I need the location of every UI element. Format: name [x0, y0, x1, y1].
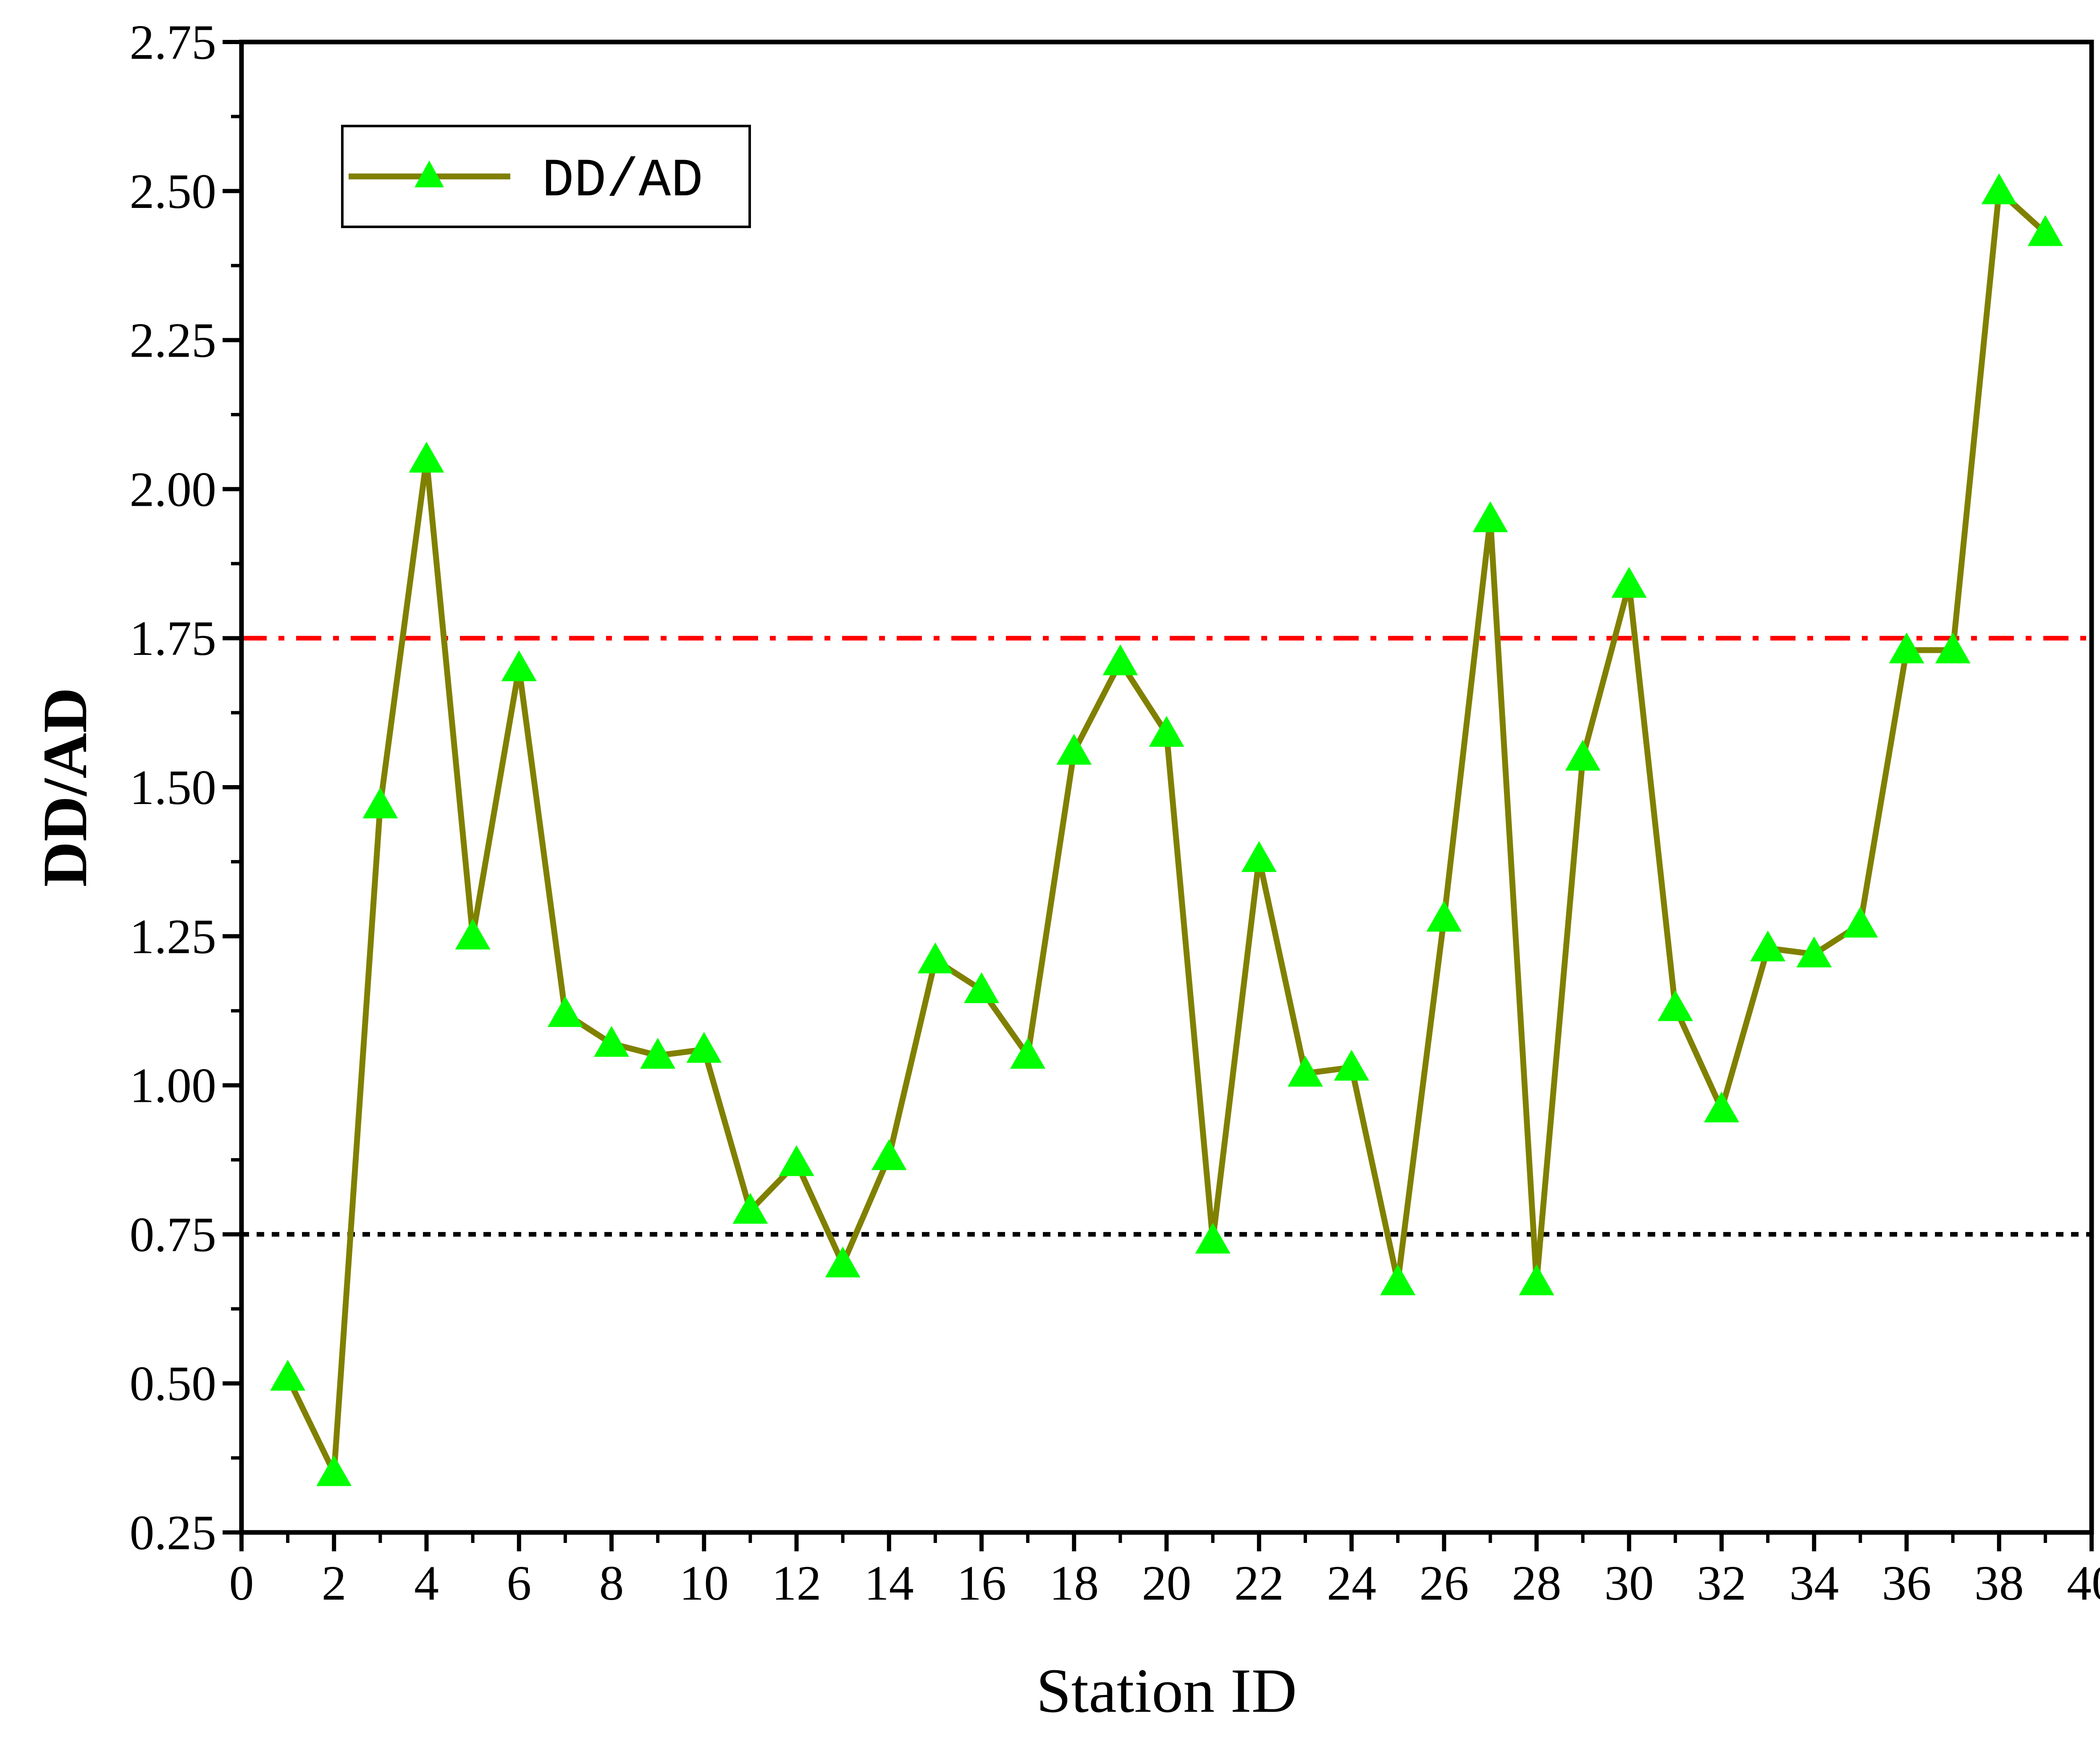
- y-tick-label: 0.50: [130, 1356, 217, 1411]
- data-point: [1565, 740, 1601, 771]
- x-tick-label: 40: [2067, 1556, 2100, 1611]
- data-point: [1195, 1223, 1231, 1254]
- legend-label: DD/AD: [542, 151, 703, 212]
- data-point: [1704, 1091, 1739, 1122]
- x-tick-label: 0: [229, 1556, 254, 1611]
- x-tick-label: 34: [1789, 1556, 1839, 1611]
- data-point: [1750, 930, 1785, 962]
- data-point: [1334, 1050, 1369, 1081]
- data-point: [1426, 901, 1462, 932]
- x-tick-label: 4: [414, 1556, 439, 1611]
- data-point: [455, 919, 491, 950]
- y-tick-label: 1.00: [130, 1058, 217, 1113]
- y-tick-label: 2.75: [130, 15, 217, 70]
- series-line-1: [288, 191, 2045, 1473]
- data-point: [270, 1360, 305, 1391]
- x-tick-label: 18: [1049, 1556, 1099, 1611]
- y-tick-label: 0.25: [130, 1505, 217, 1560]
- data-point: [409, 441, 444, 473]
- y-tick-label: 2.25: [130, 313, 217, 368]
- data-point: [1149, 716, 1184, 747]
- x-tick-label: 32: [1697, 1556, 1746, 1611]
- plot-area: [242, 173, 2092, 1486]
- x-tick-label: 10: [679, 1556, 729, 1611]
- y-tick-label: 2.00: [130, 462, 217, 517]
- data-point: [779, 1145, 814, 1176]
- data-point: [1380, 1264, 1415, 1296]
- data-point: [872, 1139, 907, 1170]
- data-point: [1658, 990, 1693, 1021]
- x-tick-label: 36: [1882, 1556, 1932, 1611]
- x-axis-title: Station ID: [1036, 1656, 1297, 1726]
- data-point: [594, 1026, 629, 1057]
- axis-ticks: 02468101214161820222426283032343638400.2…: [130, 15, 2100, 1611]
- plot-frame: [242, 42, 2092, 1532]
- data-point: [501, 650, 537, 681]
- y-tick-label: 1.50: [130, 760, 217, 815]
- data-point: [964, 972, 999, 1004]
- data-point: [1982, 173, 2017, 205]
- data-point: [1102, 644, 1138, 675]
- data-point: [686, 1032, 722, 1063]
- x-tick-label: 24: [1327, 1556, 1376, 1611]
- y-tick-label: 1.75: [130, 611, 217, 666]
- data-point: [316, 1455, 352, 1486]
- x-tick-label: 30: [1604, 1556, 1654, 1611]
- y-tick-label: 1.25: [130, 909, 217, 964]
- data-point: [1843, 907, 1878, 938]
- data-point: [1242, 841, 1277, 872]
- data-point: [1056, 734, 1092, 765]
- x-tick-label: 8: [599, 1556, 624, 1611]
- data-point: [918, 943, 953, 974]
- data-point: [1612, 567, 1647, 598]
- x-tick-label: 22: [1234, 1556, 1284, 1611]
- data-point: [362, 788, 398, 819]
- y-tick-label: 2.50: [130, 164, 217, 219]
- x-tick-label: 6: [507, 1556, 531, 1611]
- x-tick-label: 28: [1512, 1556, 1562, 1611]
- x-tick-label: 2: [322, 1556, 346, 1611]
- x-tick-label: 38: [1974, 1556, 2024, 1611]
- data-point: [1519, 1264, 1554, 1296]
- data-point: [1473, 501, 1508, 532]
- x-tick-label: 14: [864, 1556, 914, 1611]
- data-point: [548, 996, 583, 1027]
- legend: DD/AD: [342, 126, 750, 227]
- x-tick-label: 12: [772, 1556, 822, 1611]
- x-tick-label: 20: [1142, 1556, 1192, 1611]
- x-tick-label: 26: [1419, 1556, 1469, 1611]
- x-tick-label: 16: [957, 1556, 1006, 1611]
- data-point: [825, 1246, 861, 1277]
- y-axis-title: DD/AD: [30, 688, 100, 887]
- y-tick-label: 0.75: [130, 1207, 217, 1262]
